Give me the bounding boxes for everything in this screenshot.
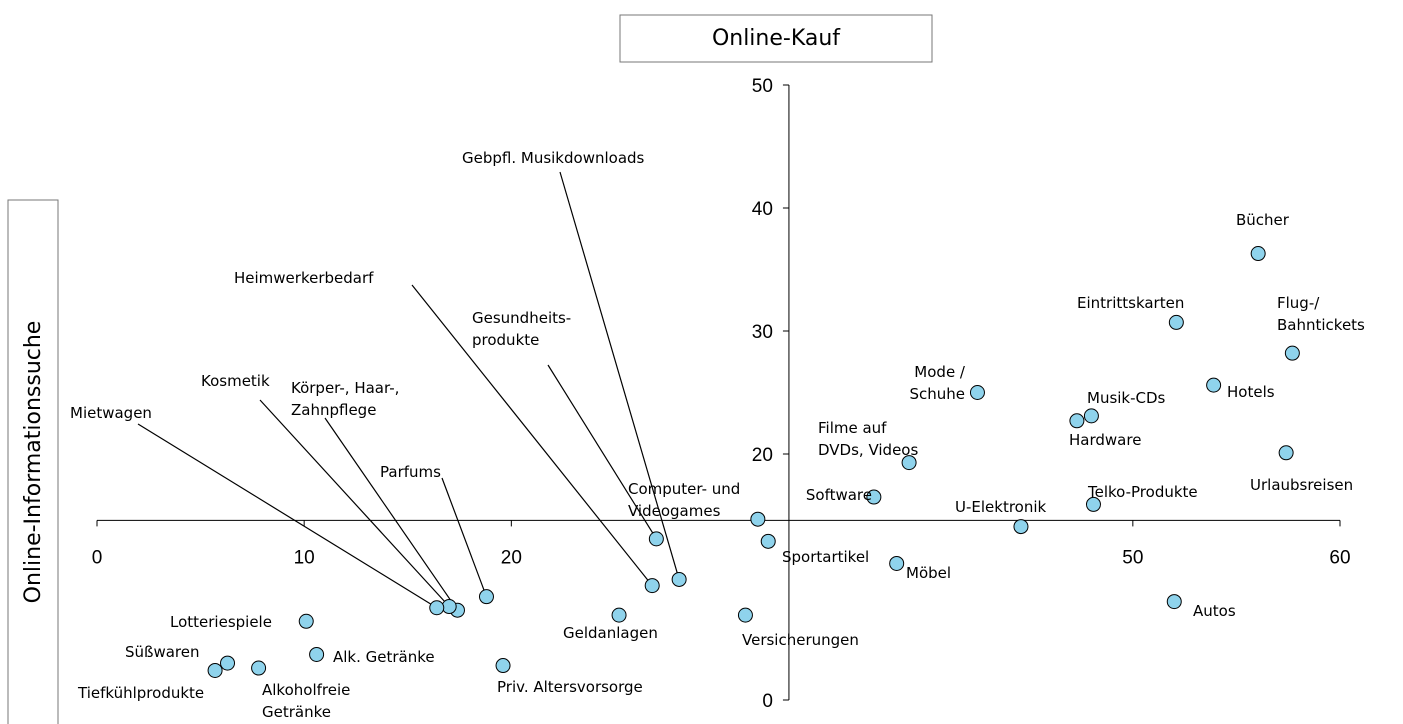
point-label: Bahntickets xyxy=(1277,316,1365,334)
point xyxy=(969,385,985,400)
point xyxy=(611,607,627,623)
point-label: Computer- und xyxy=(628,480,740,498)
point-label: Alk. Getränke xyxy=(333,648,435,666)
point xyxy=(1284,345,1300,361)
point-label: U-Elektronik xyxy=(955,498,1047,516)
point xyxy=(495,658,511,674)
point xyxy=(207,662,223,678)
point-label: Alkoholfreie xyxy=(262,681,350,699)
point xyxy=(737,607,753,623)
point-label: Gebpfl. Musikdownloads xyxy=(462,149,645,167)
x-tick-label: 60 xyxy=(1329,547,1350,568)
point-label: Heimwerkerbedarf xyxy=(234,269,374,287)
point xyxy=(1069,413,1085,429)
point-label: Körper-, Haar-, xyxy=(291,379,399,397)
point xyxy=(1085,496,1101,512)
point xyxy=(760,533,776,549)
point-label: Eintrittskarten xyxy=(1077,294,1184,312)
point-label: Mode / xyxy=(914,363,966,381)
point-label: Versicherungen xyxy=(742,631,859,649)
point-label: Priv. Altersvorsorge xyxy=(497,678,643,696)
leader-line xyxy=(324,417,458,611)
point xyxy=(866,489,882,505)
leader-line xyxy=(441,477,488,597)
y-title-box xyxy=(619,14,933,63)
point-label: Tiefkühlprodukte xyxy=(77,684,204,702)
point-label: Filme auf xyxy=(818,419,887,437)
point xyxy=(220,655,236,671)
point-label: Kosmetik xyxy=(201,372,270,390)
point xyxy=(901,455,917,471)
leader-line xyxy=(547,364,657,540)
point-label: Möbel xyxy=(906,564,951,582)
point-label: Software xyxy=(806,486,872,504)
point-label: Hardware xyxy=(1069,431,1141,449)
y-tick-label: 30 xyxy=(752,322,773,343)
point xyxy=(1250,246,1266,262)
point-label: Sportartikel xyxy=(782,548,869,566)
y-tick-label: 50 xyxy=(752,76,773,97)
point-label: Zahnpflege xyxy=(291,401,376,419)
point xyxy=(478,589,494,605)
point xyxy=(648,531,664,547)
point-label: Schuhe xyxy=(909,385,965,403)
point-label: Autos xyxy=(1193,602,1236,620)
point-label: Gesundheits- xyxy=(472,309,571,327)
point xyxy=(429,600,445,616)
point-label: Parfums xyxy=(380,463,441,481)
point-label: Getränke xyxy=(262,703,331,721)
x-tick-label: 0 xyxy=(92,547,103,568)
point xyxy=(671,571,687,587)
point xyxy=(1166,594,1182,610)
point xyxy=(309,646,325,662)
point xyxy=(889,555,905,571)
point-label: Hotels xyxy=(1227,383,1275,401)
x-tick-label: 10 xyxy=(294,547,315,568)
point xyxy=(1278,445,1294,461)
point xyxy=(298,613,314,629)
point-label: Lotteriespiele xyxy=(170,613,272,631)
point-label: Videogames xyxy=(628,502,721,520)
point-label: Urlaubsreisen xyxy=(1250,476,1353,494)
point xyxy=(644,578,660,594)
point-label: produkte xyxy=(472,331,539,349)
y-tick-label: 0 xyxy=(762,691,773,712)
point xyxy=(441,599,457,615)
leader-line xyxy=(137,423,438,609)
x-tick-label: 50 xyxy=(1122,547,1143,568)
point xyxy=(750,511,766,527)
point xyxy=(1083,408,1099,424)
y-tick-label: 20 xyxy=(752,445,773,466)
point xyxy=(1168,314,1184,330)
point-label: Telko-Produkte xyxy=(1087,483,1198,501)
point xyxy=(251,660,267,676)
y-axis-title: Online-Kauf xyxy=(712,26,841,51)
point-label: Flug-/ xyxy=(1277,294,1320,312)
point-label: Mietwagen xyxy=(70,404,152,422)
x-title-box xyxy=(7,199,59,724)
leader-line xyxy=(411,284,653,586)
leader-line xyxy=(559,171,680,580)
point-label: Bücher xyxy=(1236,211,1290,229)
x-axis-title: Online-Informationssuche xyxy=(21,321,46,604)
point xyxy=(1206,377,1222,393)
y-tick-label: 40 xyxy=(752,199,773,220)
point-label: Geldanlagen xyxy=(563,624,658,642)
point-label: Musik-CDs xyxy=(1087,389,1166,407)
point-label: DVDs, Videos xyxy=(818,441,918,459)
x-tick-label: 20 xyxy=(501,547,522,568)
leader-line xyxy=(259,399,450,607)
point xyxy=(1013,519,1029,535)
point-label: Süßwaren xyxy=(125,643,200,661)
